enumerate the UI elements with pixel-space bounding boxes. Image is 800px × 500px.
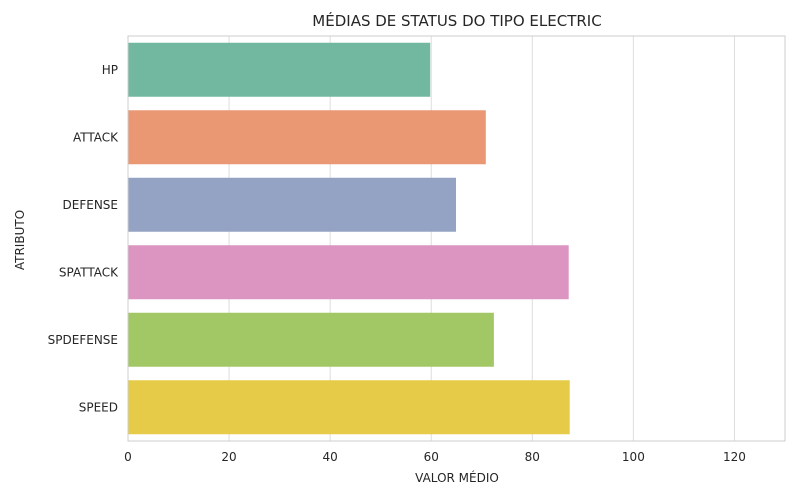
bars [128, 42, 570, 435]
y-tick-label: ATTACK [73, 130, 119, 144]
y-axis-label: ATRIBUTO [13, 210, 27, 270]
y-tick-label: SPEED [79, 400, 118, 414]
bar-spdefense [128, 312, 494, 367]
bar-defense [128, 177, 456, 232]
x-axis-label: VALOR MÉDIO [415, 470, 499, 485]
x-tick-label: 120 [723, 450, 746, 464]
bar-attack [128, 110, 486, 165]
bar-spattack [128, 245, 569, 300]
x-tick-label: 0 [124, 450, 132, 464]
y-tick-label: DEFENSE [63, 198, 118, 212]
bar-hp [128, 42, 431, 97]
x-tick-label: 20 [221, 450, 236, 464]
y-axis-ticks: HP ATTACK DEFENSE SPATTACK SPDEFENSE SPEED [48, 63, 119, 415]
x-tick-label: 80 [525, 450, 540, 464]
y-tick-label: SPDEFENSE [48, 333, 118, 347]
x-axis-ticks: 0 20 40 60 80 100 120 [124, 450, 746, 464]
x-tick-label: 60 [424, 450, 439, 464]
y-tick-label: HP [102, 63, 118, 77]
x-tick-label: 40 [323, 450, 338, 464]
x-tick-label: 100 [622, 450, 645, 464]
chart-title: MÉDIAS DE STATUS DO TIPO ELECTRIC [312, 11, 601, 30]
bar-speed [128, 380, 570, 435]
y-tick-label: SPATTACK [59, 265, 119, 279]
plot-frame [127, 35, 786, 442]
